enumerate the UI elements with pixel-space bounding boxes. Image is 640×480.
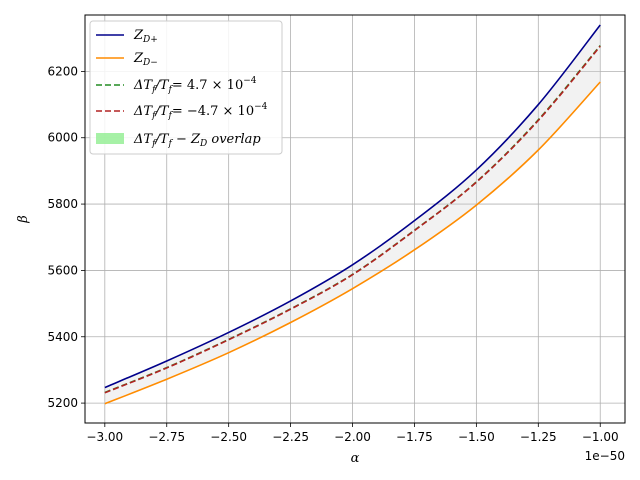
legend-subscript: D+	[142, 35, 158, 45]
x-tick-label: −2.50	[210, 430, 247, 444]
legend-subscript: f	[151, 139, 157, 149]
legend-subscript: f	[151, 85, 157, 95]
legend-text-part: Z	[133, 28, 144, 43]
legend-subscript: f	[167, 139, 173, 149]
legend-text-part: Z	[133, 51, 144, 66]
legend-text-part: ΔT	[133, 104, 153, 119]
series-line-0	[104, 24, 601, 389]
x-tick-label: −3.00	[86, 430, 123, 444]
legend-superscript: −4	[254, 102, 268, 112]
legend-subscript: D	[199, 139, 207, 149]
legend-text-part: = 4.7 × 10	[172, 78, 243, 93]
legend-subscript: f	[167, 85, 173, 95]
legend-text-part: /T	[153, 78, 169, 93]
x-tick-label: −1.50	[458, 430, 495, 444]
plot-frame	[84, 14, 626, 424]
y-tick-label: 6200	[47, 64, 78, 78]
legend-subscript: D−	[142, 58, 158, 68]
x-tick-label: −1.25	[520, 430, 557, 444]
legend-box	[89, 20, 283, 155]
legend-subscript: f	[151, 111, 157, 121]
x-tick-label: −2.25	[272, 430, 309, 444]
y-axis-label: β	[16, 215, 31, 224]
legend-text-part: /T	[153, 104, 169, 119]
y-tick-label: 5200	[47, 396, 78, 410]
legend-label-band: ΔTf/Tf − ZD overlap	[133, 132, 261, 149]
y-tick-label: 6000	[47, 131, 78, 145]
x-tick-label: −2.00	[334, 430, 371, 444]
grid-lines	[85, 15, 625, 423]
series-line-3	[104, 45, 601, 394]
x-axis-offset-label: 1e−50	[585, 449, 625, 463]
legend-text-part: overlap	[207, 132, 261, 147]
legend-label-0: ZD+	[133, 28, 158, 45]
x-tick-label: −2.75	[148, 430, 185, 444]
legend-text-part: ΔT	[133, 78, 153, 93]
y-tick-label: 5400	[47, 330, 78, 344]
y-tick-label: 5800	[47, 197, 78, 211]
legend-superscript: −4	[243, 76, 257, 86]
legend-label-2: ΔTf/Tf= 4.7 × 10−4	[133, 76, 257, 95]
legend-label-3: ΔTf/Tf= −4.7 × 10−4	[133, 102, 268, 121]
x-tick-label: −1.00	[582, 430, 619, 444]
legend-text-part: = −4.7 × 10	[172, 104, 254, 119]
y-tick-label: 5600	[47, 263, 78, 277]
series-layer	[104, 24, 601, 405]
legend-label-1: ZD−	[133, 51, 158, 68]
legend-text-part: /T	[153, 132, 169, 147]
legend-subscript: f	[167, 111, 173, 121]
x-axis-ticks: −3.00 −2.75 −2.50 −2.25 −2.00 −1.75 −1.50 −1.25…	[86, 423, 619, 444]
y-axis-ticks: 5200 5400 5600 5800 6000 6200	[47, 64, 85, 410]
x-tick-label: −1.75	[396, 430, 433, 444]
legend-swatch-band	[96, 133, 124, 144]
series-line-1	[104, 81, 601, 405]
legend-text-part: − Z	[172, 132, 201, 147]
legend-text-part: ΔT	[133, 132, 153, 147]
x-axis-label: α	[351, 451, 360, 466]
